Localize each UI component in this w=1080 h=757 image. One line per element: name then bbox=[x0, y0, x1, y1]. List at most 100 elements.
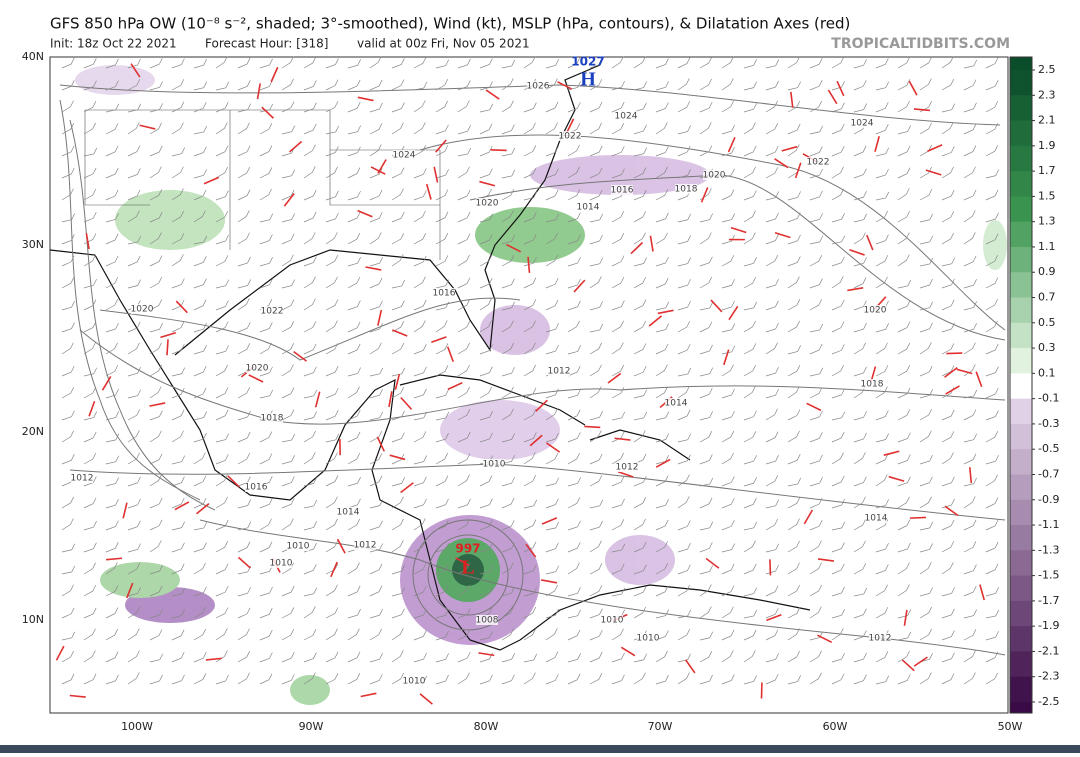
dilatation-axis bbox=[946, 353, 962, 354]
pressure-label: 1020 bbox=[703, 171, 726, 181]
ow-negative bbox=[440, 400, 560, 460]
pressure-label: 1012 bbox=[71, 474, 94, 484]
colorbar-label: -0.1 bbox=[1038, 392, 1059, 405]
colorbar-label: -0.3 bbox=[1038, 417, 1059, 430]
colorbar-label: 1.3 bbox=[1038, 215, 1056, 228]
ow-negative bbox=[605, 535, 675, 585]
dilatation-axis bbox=[584, 426, 600, 427]
lon-label: 90W bbox=[299, 720, 324, 733]
pressure-label: 1012 bbox=[354, 541, 377, 551]
colorbar-cell bbox=[1010, 70, 1032, 96]
colorbar-cell bbox=[1010, 298, 1032, 324]
pressure-label: 1012 bbox=[869, 634, 892, 644]
pressure-label: 1018 bbox=[675, 185, 698, 195]
bottom-bar bbox=[0, 745, 1080, 753]
high-pressure: 1027 bbox=[571, 55, 604, 69]
colorbar-label: -1.7 bbox=[1038, 594, 1059, 607]
colorbar-cell bbox=[1010, 525, 1032, 551]
pressure-label: 1024 bbox=[393, 151, 416, 161]
pressure-label: 1024 bbox=[615, 112, 638, 122]
lat-label: 30N bbox=[22, 238, 44, 251]
colorbar-cell bbox=[1010, 576, 1032, 602]
colorbar-cell bbox=[1010, 677, 1032, 703]
dilatation-axis bbox=[910, 517, 926, 518]
lon-label: 70W bbox=[648, 720, 673, 733]
colorbar-cell bbox=[1010, 247, 1032, 273]
pressure-label: 1022 bbox=[559, 132, 582, 142]
pressure-label: 1018 bbox=[261, 414, 284, 424]
forecast-hour: Forecast Hour: [318] bbox=[205, 37, 328, 51]
pressure-label: 1022 bbox=[807, 158, 830, 168]
colorbar-label: -1.9 bbox=[1038, 619, 1059, 632]
colorbar-cell bbox=[1010, 626, 1032, 652]
colorbar-cell bbox=[1010, 500, 1032, 526]
pressure-label: 1008 bbox=[476, 616, 499, 626]
colorbar-label: 1.7 bbox=[1038, 164, 1056, 177]
pressure-label: 1026 bbox=[527, 82, 550, 92]
pressure-label: 1016 bbox=[245, 483, 268, 493]
pressure-label: 1020 bbox=[476, 199, 499, 209]
colorbar-cell bbox=[1010, 601, 1032, 627]
lon-label: 60W bbox=[823, 720, 848, 733]
dilatation-axis bbox=[167, 339, 168, 355]
colorbar-cell bbox=[1010, 399, 1032, 425]
colorbar-cell bbox=[1010, 95, 1032, 121]
colorbar-label: -0.5 bbox=[1038, 442, 1059, 455]
pressure-label: 1020 bbox=[131, 305, 154, 315]
colorbar-label: -0.9 bbox=[1038, 493, 1059, 506]
colorbar-label: 2.3 bbox=[1038, 88, 1056, 101]
colorbar-cell bbox=[1010, 146, 1032, 172]
pressure-label: 1014 bbox=[865, 514, 888, 524]
colorbar-label: 0.7 bbox=[1038, 291, 1056, 304]
pressure-label: 1016 bbox=[611, 186, 634, 196]
colorbar-label: 2.5 bbox=[1038, 63, 1056, 76]
lon-label: 50W bbox=[998, 720, 1023, 733]
pressure-label: 1014 bbox=[577, 203, 600, 213]
pressure-label: 1016 bbox=[433, 289, 456, 299]
colorbar-cell bbox=[1010, 121, 1032, 147]
colorbar-label: 0.3 bbox=[1038, 341, 1056, 354]
colorbar-label: -1.5 bbox=[1038, 569, 1059, 582]
colorbar-label: -0.7 bbox=[1038, 467, 1059, 480]
pressure-label: 1022 bbox=[261, 307, 284, 317]
colorbar-cell bbox=[1010, 373, 1032, 399]
ow-positive bbox=[983, 220, 1007, 270]
colorbar-cell bbox=[1010, 424, 1032, 450]
colorbar-label: 1.1 bbox=[1038, 240, 1056, 253]
pressure-label: 1010 bbox=[287, 542, 310, 552]
colorbar-cell bbox=[1010, 222, 1032, 248]
low-pressure: 997 bbox=[455, 542, 480, 556]
pressure-label: 1024 bbox=[851, 119, 874, 129]
ow-positive bbox=[290, 675, 330, 705]
pressure-label: 1014 bbox=[337, 508, 360, 518]
pressure-label: 1010 bbox=[483, 460, 506, 470]
pressure-label: 1012 bbox=[616, 463, 639, 473]
colorbar-cell bbox=[1010, 449, 1032, 475]
title: GFS 850 hPa OW (10⁻⁸ s⁻², shaded; 3°-smo… bbox=[50, 15, 850, 33]
lat-label: 10N bbox=[22, 613, 44, 626]
colorbar-cell bbox=[1010, 171, 1032, 197]
colorbar-label: -2.1 bbox=[1038, 644, 1059, 657]
colorbar-label: -1.1 bbox=[1038, 518, 1059, 531]
lon-label: 100W bbox=[121, 720, 153, 733]
site: TROPICALTIDBITS.COM bbox=[831, 36, 1010, 52]
dilatation-axis bbox=[491, 150, 507, 151]
colorbar-cell bbox=[1010, 348, 1032, 374]
colorbar-label: 1.9 bbox=[1038, 139, 1056, 152]
pressure-label: 1020 bbox=[864, 306, 887, 316]
colorbar-cell bbox=[1010, 323, 1032, 349]
lon-label: 80W bbox=[474, 720, 499, 733]
colorbar-cell bbox=[1010, 651, 1032, 677]
pressure-label: 1020 bbox=[246, 364, 269, 374]
colorbar-label: 0.1 bbox=[1038, 366, 1056, 379]
colorbar-label: -1.3 bbox=[1038, 543, 1059, 556]
colorbar-bottom bbox=[1010, 702, 1032, 713]
init: Init: 18z Oct 22 2021 bbox=[50, 37, 177, 51]
lat-label: 40N bbox=[22, 50, 44, 63]
colorbar-label: 1.5 bbox=[1038, 189, 1056, 202]
high-symbol: H bbox=[580, 69, 596, 91]
colorbar-cell bbox=[1010, 474, 1032, 500]
colorbar-cell bbox=[1010, 196, 1032, 222]
pressure-label: 1010 bbox=[601, 616, 624, 626]
